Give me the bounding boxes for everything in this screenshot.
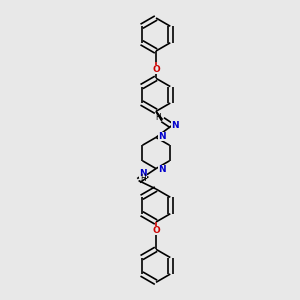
Text: H: H bbox=[155, 113, 161, 122]
Text: H: H bbox=[140, 174, 146, 183]
Text: N: N bbox=[158, 165, 166, 174]
Text: N: N bbox=[158, 132, 166, 141]
Text: O: O bbox=[152, 65, 160, 74]
Text: O: O bbox=[152, 226, 160, 235]
Text: N: N bbox=[171, 121, 179, 130]
Text: N: N bbox=[139, 169, 147, 178]
